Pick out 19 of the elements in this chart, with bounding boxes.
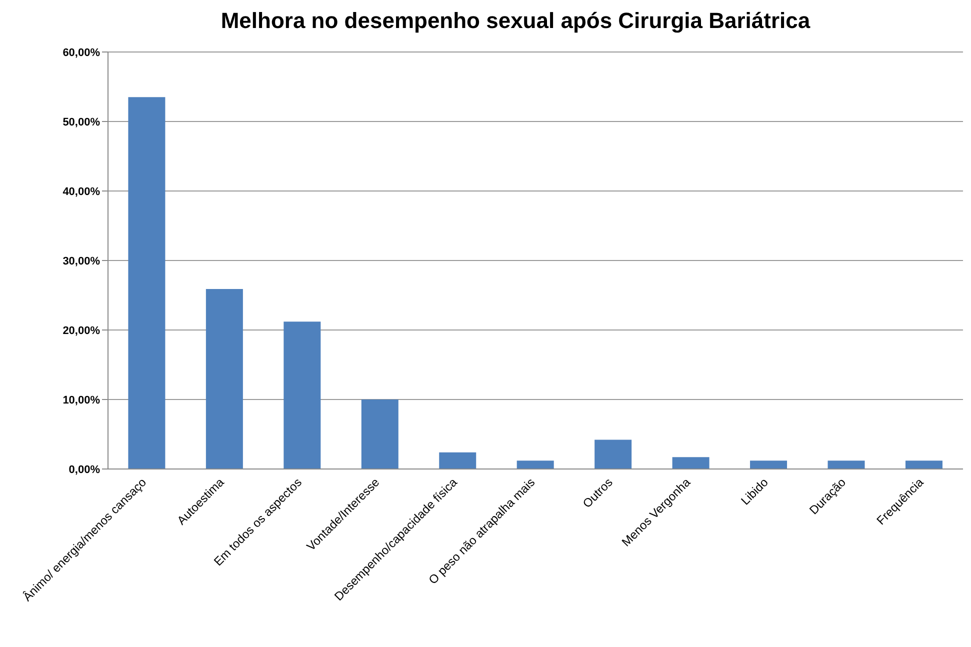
bar [128, 97, 166, 469]
bar [439, 452, 476, 469]
bar [828, 460, 865, 469]
bar [206, 288, 243, 469]
y-tick-label: 50,00% [62, 116, 100, 128]
bar [361, 400, 398, 469]
bar [750, 460, 788, 469]
y-tick-label: 0,00% [68, 464, 100, 476]
y-tick-label: 60,00% [62, 46, 100, 59]
chart-title: Melhora no desempenho sexual após Cirurgia Bariátrica [220, 8, 812, 34]
bar [516, 460, 554, 469]
bar [284, 322, 321, 469]
y-tick-label: 20,00% [62, 324, 100, 337]
bar [594, 440, 632, 469]
bar [672, 457, 710, 469]
y-tick-label: 10,00% [62, 394, 100, 406]
y-tick-label: 30,00% [62, 255, 100, 268]
bar [905, 460, 942, 469]
y-tick-label: 40,00% [62, 186, 100, 198]
